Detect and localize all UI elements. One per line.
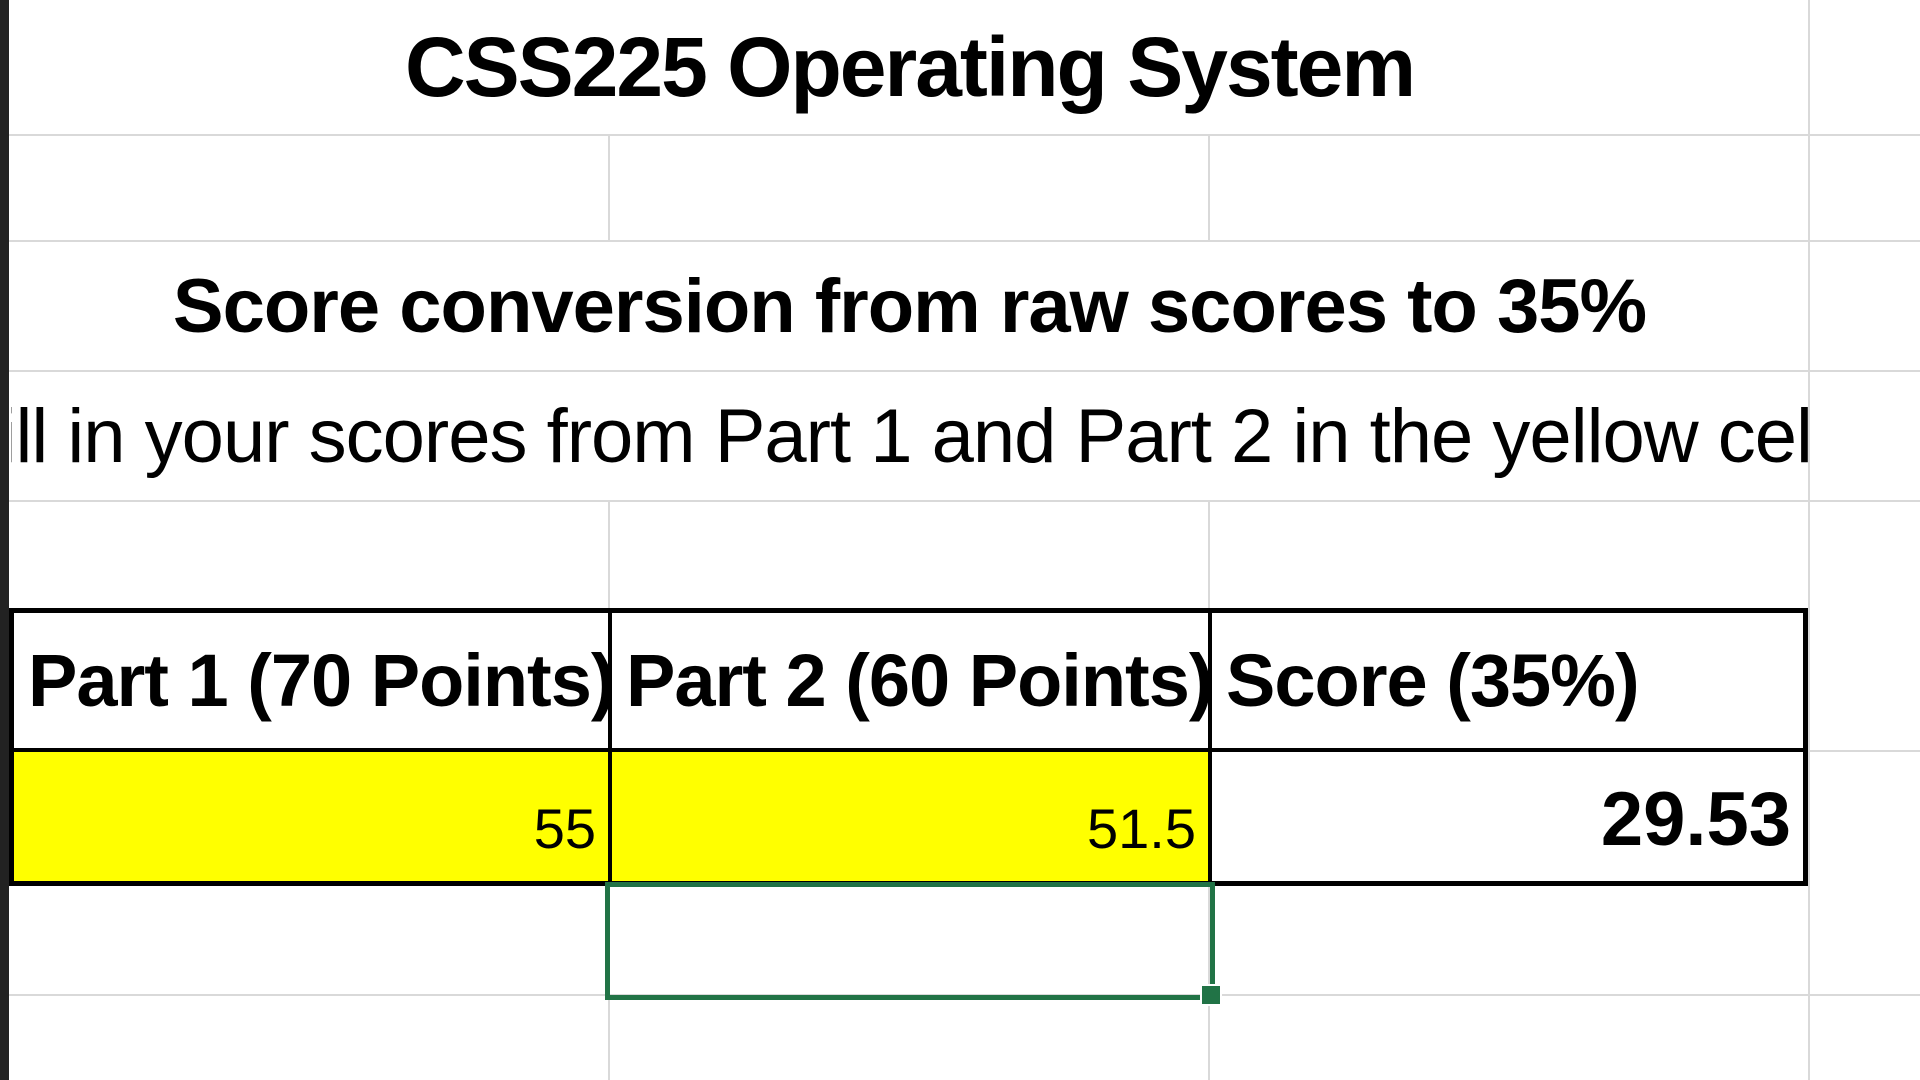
window-left-edge bbox=[0, 0, 9, 1080]
part1-score-cell[interactable]: 55 bbox=[533, 796, 596, 860]
part2-score-cell[interactable]: 51.5 bbox=[1087, 796, 1196, 860]
score-table-divider bbox=[1208, 608, 1212, 886]
column-gridline bbox=[608, 0, 610, 1080]
merged-title-row bbox=[11, 0, 1808, 134]
header-part2[interactable]: Part 2 (60 Points) bbox=[626, 639, 1208, 722]
part2-input-fill bbox=[612, 752, 1208, 882]
score-table-divider bbox=[9, 748, 1808, 752]
score-table-divider bbox=[608, 608, 612, 886]
merged-subtitle-row bbox=[11, 242, 1808, 370]
active-cell-selection[interactable] bbox=[605, 882, 1215, 1000]
fill-handle[interactable] bbox=[1200, 984, 1222, 1006]
column-gridline bbox=[1808, 0, 1810, 1080]
header-part1[interactable]: Part 1 (70 Points) bbox=[28, 639, 608, 722]
sheet-title[interactable]: CSS225 Operating System bbox=[404, 19, 1416, 114]
row-gridline bbox=[9, 240, 1920, 242]
column-gridline bbox=[1208, 0, 1210, 1080]
sheet-subtitle[interactable]: Score conversion from raw scores to 35% bbox=[172, 263, 1647, 349]
row-gridline bbox=[9, 500, 1920, 502]
part1-input-fill bbox=[9, 752, 608, 882]
converted-score-cell[interactable]: 29.53 bbox=[1600, 776, 1791, 862]
row-gridline bbox=[9, 370, 1920, 372]
header-score[interactable]: Score (35%) bbox=[1226, 639, 1640, 722]
sheet-instruction[interactable]: Fill in your scores from Part 1 and Part… bbox=[11, 393, 1808, 479]
row-gridline bbox=[9, 134, 1920, 136]
merged-instruction-row bbox=[11, 372, 1808, 500]
